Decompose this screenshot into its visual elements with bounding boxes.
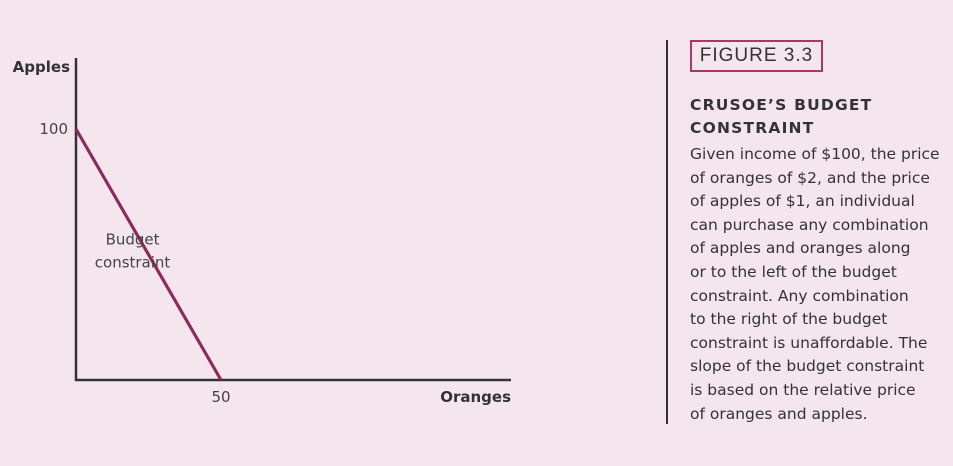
x-tick-label: 50: [211, 388, 230, 406]
figure-title: CRUSOE’S BUDGET CONSTRAINT: [690, 96, 873, 137]
y-tick-labels: 100: [39, 120, 68, 138]
figure-divider: [666, 40, 668, 424]
series-lines: [74, 128, 223, 381]
annotations: Budget constraint: [95, 230, 171, 271]
budget-constraint-chart: Apples Oranges 100 50 Budget constraint: [13, 58, 511, 406]
x-tick-labels: 50: [211, 388, 230, 406]
budget-constraint-line: [74, 128, 223, 381]
y-axis-label: Apples: [13, 58, 70, 76]
figure-label: FIGURE 3.3: [699, 45, 814, 66]
annotation-line: Budget: [106, 230, 160, 248]
annotation-line: constraint: [95, 253, 171, 271]
y-tick-label: 100: [39, 120, 68, 138]
figure-caption: Given income of $100, the price of orang…: [690, 145, 940, 423]
x-axis-label: Oranges: [440, 388, 511, 406]
budget-constraint-annotation: Budget constraint: [95, 230, 171, 271]
figure-label-box: FIGURE 3.3: [690, 40, 823, 72]
